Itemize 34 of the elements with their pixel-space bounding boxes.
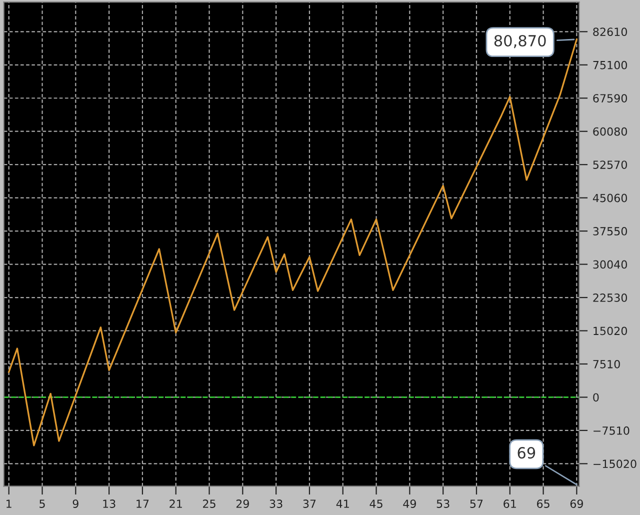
x-tick-label: 1 [6,500,12,508]
y-tick-label: 52570 [593,160,628,169]
y-tick-label: 37550 [593,227,628,236]
y-tick-label: 15020 [594,326,628,336]
x-tick-label: 9 [72,500,78,508]
x-tick-label: 49 [403,500,416,508]
y-tick-label: 82610 [593,28,628,36]
y-tick-label: 67590 [593,94,628,103]
x-tick-label: 21 [170,500,182,508]
y-tick-label: 22530 [593,293,628,302]
annotation: 69 [518,447,536,459]
y-tick-label: 75100 [593,60,628,70]
x-tick-label: 5 [40,500,45,508]
y-tick-label: 30040 [593,260,628,269]
x-tick-label: 13 [103,500,116,508]
x-tick-label: 17 [136,500,149,508]
y-tick-label: −7510 [594,426,630,435]
annotation: 80,870 [494,34,546,48]
x-tick-label: 61 [504,500,516,508]
x-tick-label: 41 [336,500,349,508]
x-tick-label: 45 [370,500,382,508]
x-tick-label: 25 [203,500,216,508]
x-tick-label: 33 [270,500,282,508]
x-tick-label: 69 [570,500,583,508]
y-tick-label: 60080 [593,127,628,136]
x-tick-label: 65 [537,500,550,508]
x-tick-label: 53 [436,500,450,508]
y-tick-label: 7510 [593,360,620,368]
y-tick-label: 45060 [592,194,628,202]
y-tick-label: 0 [593,393,599,402]
x-tick-label: 57 [470,500,483,508]
y-tick-label: −15020 [594,460,636,468]
x-tick-label: 37 [303,500,316,508]
x-tick-label: 29 [236,500,249,508]
